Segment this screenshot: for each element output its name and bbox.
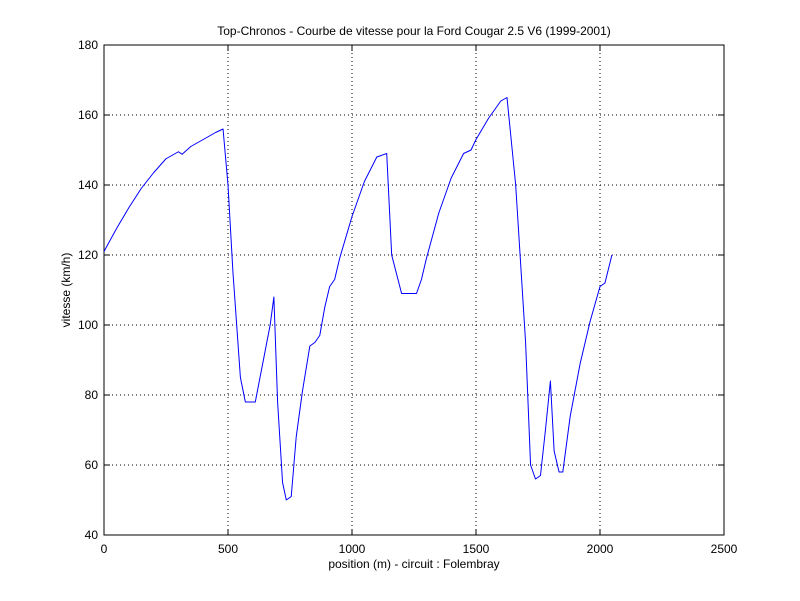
y-tick-labels: 40 60 80 100 120 140 160 180	[78, 38, 98, 542]
y-tick-label: 40	[85, 528, 99, 542]
x-axis-label: position (m) - circuit : Folembray	[328, 557, 499, 571]
x-tick-label: 2000	[587, 542, 614, 556]
x-tick-label: 1000	[339, 542, 366, 556]
x-tick-label: 500	[218, 542, 238, 556]
axis-ticks	[103, 44, 725, 536]
y-tick-label: 180	[78, 38, 98, 52]
y-axis-label: vitesse (km/h)	[59, 253, 73, 328]
y-tick-label: 140	[78, 178, 98, 192]
x-tick-labels: 0 500 1000 1500 2000 2500	[101, 542, 738, 556]
y-tick-label: 120	[78, 248, 98, 262]
x-tick-label: 0	[101, 542, 108, 556]
grid	[104, 45, 724, 535]
y-tick-label: 60	[85, 458, 99, 472]
series-group	[103, 97, 613, 501]
chart-title: Top-Chronos - Courbe de vitesse pour la …	[217, 24, 611, 38]
x-tick-label: 1500	[463, 542, 490, 556]
plot-frame	[103, 44, 725, 536]
y-tick-label: 100	[78, 318, 98, 332]
x-tick-label: 2500	[711, 542, 738, 556]
y-tick-label: 160	[78, 108, 98, 122]
speed-line	[103, 97, 613, 501]
y-tick-label: 80	[85, 388, 99, 402]
